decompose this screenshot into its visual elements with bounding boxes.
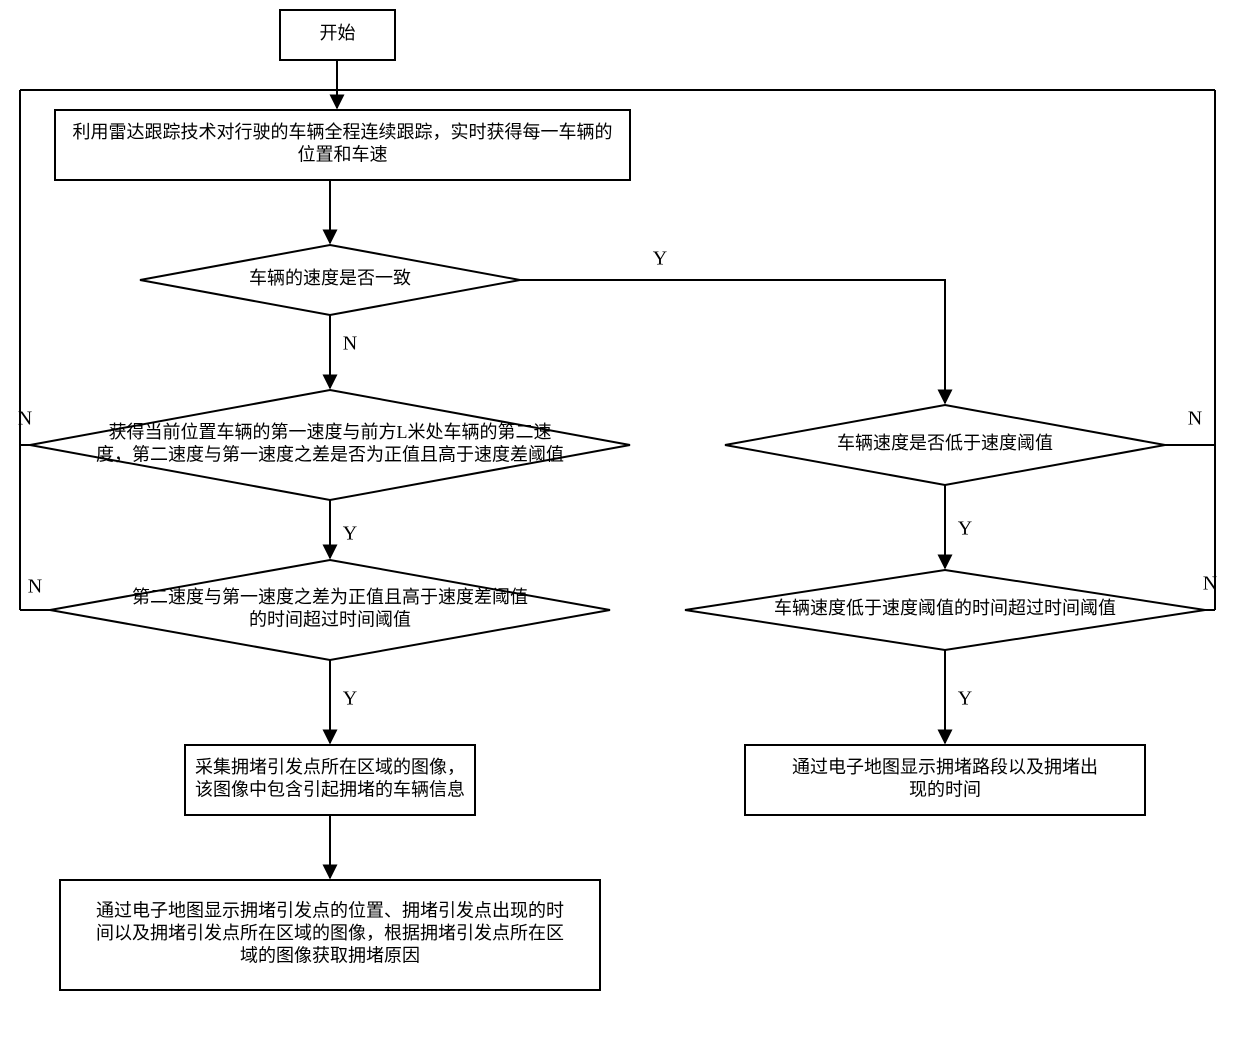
- label-y-3: Y: [343, 688, 357, 710]
- label-y-5: Y: [958, 688, 972, 710]
- node-d_speed_diff: 获得当前位置车辆的第一速度与前方L米处车辆的第二速度，第二速度与第一速度之差是否…: [30, 390, 630, 500]
- flowchart-canvas: Y N N Y N Y N Y N Y 开始利用雷达跟踪技术对行驶的车辆全程连续…: [0, 0, 1240, 1048]
- node-d_speed_same: 车辆的速度是否一致: [140, 245, 520, 315]
- label-n-3: N: [28, 576, 42, 598]
- node-display_left: 通过电子地图显示拥堵引发点的位置、拥堵引发点出现的时间以及拥堵引发点所在区域的图…: [60, 880, 600, 990]
- node-d_diff_time: 第二速度与第一速度之差为正值且高于速度差阈值的时间超过时间阈值: [50, 560, 610, 660]
- edge-dspeed-right: [520, 280, 945, 403]
- node-display_right: 通过电子地图显示拥堵路段以及拥堵出现的时间: [745, 745, 1145, 815]
- svg-text:开始: 开始: [320, 23, 356, 43]
- node-d_below_thr: 车辆速度是否低于速度阈值: [725, 405, 1165, 485]
- node-start: 开始: [280, 10, 395, 60]
- node-d_below_time: 车辆速度低于速度阈值的时间超过时间阈值: [685, 570, 1205, 650]
- svg-text:车辆速度是否低于速度阈值: 车辆速度是否低于速度阈值: [837, 433, 1053, 453]
- label-n-5: N: [1203, 573, 1217, 595]
- node-track: 利用雷达跟踪技术对行驶的车辆全程连续跟踪，实时获得每一车辆的位置和车速: [55, 110, 630, 180]
- svg-text:车辆的速度是否一致: 车辆的速度是否一致: [249, 268, 411, 288]
- label-n-4: N: [1188, 408, 1202, 430]
- label-y-2: Y: [343, 523, 357, 545]
- label-y-1: Y: [653, 248, 667, 270]
- node-capture: 采集拥堵引发点所在区域的图像，该图像中包含引起拥堵的车辆信息: [185, 745, 475, 815]
- label-n-1: N: [343, 333, 357, 355]
- svg-text:车辆速度低于速度阈值的时间超过时间阈值: 车辆速度低于速度阈值的时间超过时间阈值: [774, 598, 1116, 618]
- label-n-2: N: [18, 408, 32, 430]
- label-y-4: Y: [958, 518, 972, 540]
